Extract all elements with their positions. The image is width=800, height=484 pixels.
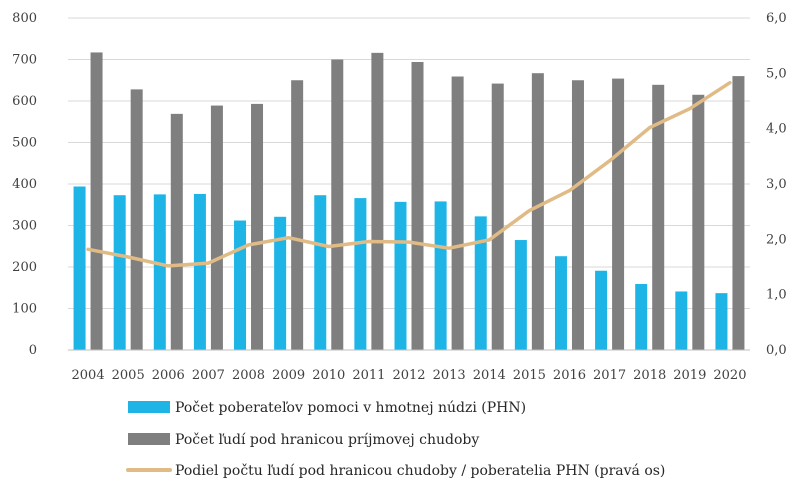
bar-poverty: [571, 80, 584, 350]
x-tick-label: 2008: [232, 368, 265, 383]
bar-phn: [153, 194, 166, 350]
y-right-tick-label: 6,0: [766, 11, 787, 26]
x-axis: 2004 2005 2006 2007 2008 2009 2010 2011 2012 2013…: [68, 349, 750, 383]
bar-phn: [394, 201, 407, 350]
y-left-tick-label: 800: [12, 11, 37, 26]
bar-poverty: [411, 61, 424, 351]
legend-swatch-poverty: [128, 433, 170, 445]
bar-poverty: [331, 59, 344, 350]
y-left-tick-label: 100: [12, 302, 37, 317]
bar-poverty: [491, 83, 504, 350]
x-tick-label: 2005: [112, 368, 145, 383]
y-right-tick-label: 3,0: [766, 177, 787, 192]
x-tick-label: 2017: [593, 368, 626, 383]
y-right-tick-label: 2,0: [766, 232, 787, 247]
y-left-tick-label: 400: [12, 177, 37, 192]
bar-phn: [635, 284, 648, 350]
bar-phn: [73, 186, 86, 350]
legend: Počet poberateľov pomoci v hmotnej núdzi…: [126, 400, 665, 479]
bar-phn: [234, 220, 247, 350]
x-tick-label: 2009: [272, 368, 305, 383]
x-tick-label: 2020: [713, 368, 746, 383]
bar-poverty: [371, 52, 384, 351]
bar-phn: [434, 201, 447, 350]
y-right-tick-label: 1,0: [766, 288, 787, 303]
legend-label-phn: Počet poberateľov pomoci v hmotnej núdzi…: [175, 400, 526, 416]
y-right-tick-label: 4,0: [766, 122, 787, 137]
bar-poverty: [692, 94, 705, 351]
x-tick-label: 2012: [392, 368, 425, 383]
x-tick-label: 2019: [673, 368, 706, 383]
legend-label-ratio: Podiel počtu ľudí pod hranicou chudoby /…: [175, 463, 665, 479]
bar-phn: [554, 256, 567, 350]
bar-poverty: [732, 76, 745, 350]
bars: [73, 52, 745, 351]
x-tick-label: 2018: [633, 368, 666, 383]
bar-poverty: [170, 113, 183, 351]
x-tick-label: 2004: [72, 368, 105, 383]
y-right-tick-label: 0,0: [766, 343, 787, 358]
x-tick-label: 2010: [312, 368, 345, 383]
y-right-tick-label: 5,0: [766, 66, 787, 81]
y-axis-right: 0,0 1,0 2,0 3,0 4,0 5,0 6,0: [766, 11, 787, 358]
bar-poverty: [130, 89, 143, 350]
bar-phn: [274, 216, 287, 350]
bar-phn: [595, 270, 608, 350]
bar-poverty: [612, 78, 625, 350]
ratio-line-path: [86, 80, 732, 268]
legend-label-poverty: Počet ľudí pod hranicou príjmovej chudob…: [175, 432, 479, 448]
bar-phn: [675, 291, 688, 350]
bar-poverty: [531, 73, 544, 350]
bar-phn: [314, 195, 327, 350]
y-left-tick-label: 300: [12, 219, 37, 234]
x-tick-label: 2014: [473, 368, 506, 383]
y-left-tick-label: 600: [12, 94, 37, 109]
y-left-tick-label: 0: [29, 343, 37, 358]
x-tick-label: 2013: [433, 368, 466, 383]
bar-poverty: [291, 80, 304, 350]
gridlines: [68, 17, 750, 351]
bar-poverty: [652, 84, 665, 350]
bar-phn: [715, 293, 728, 350]
x-tick-label: 2006: [152, 368, 185, 383]
ratio-line: [86, 80, 732, 268]
bar-poverty: [251, 103, 264, 350]
bar-poverty: [451, 76, 464, 350]
bar-phn: [113, 195, 126, 350]
bar-phn: [514, 240, 527, 350]
y-axis-left: 0 100 200 300 400 500 600 700 800: [12, 11, 37, 358]
x-tick-label: 2011: [352, 368, 385, 383]
bar-poverty: [210, 105, 223, 350]
x-tick-label: 2007: [192, 368, 225, 383]
bar-phn: [354, 198, 367, 350]
y-left-tick-label: 500: [12, 136, 37, 151]
y-left-tick-label: 700: [12, 53, 37, 68]
legend-swatch-phn: [128, 401, 170, 413]
bar-phn: [193, 193, 206, 350]
x-tick-label: 2016: [553, 368, 586, 383]
bar-phn: [474, 216, 487, 350]
bar-poverty: [90, 52, 103, 350]
y-left-tick-label: 200: [12, 260, 37, 275]
x-tick-label: 2015: [513, 368, 546, 383]
